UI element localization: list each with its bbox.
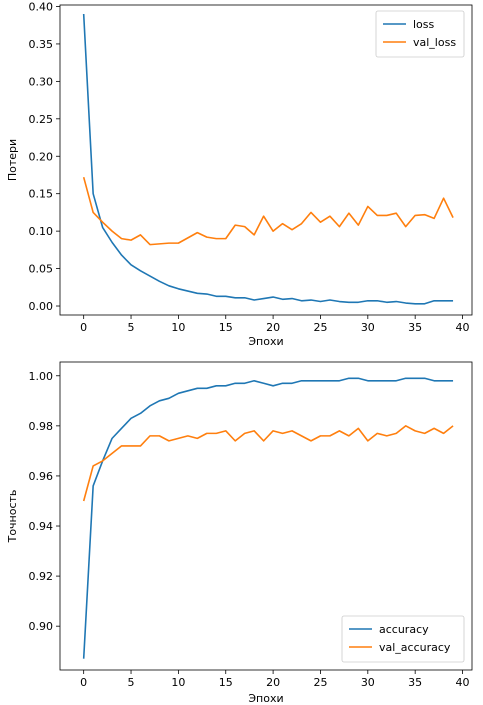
- y-tick-label: 0.00: [29, 300, 54, 313]
- y-tick-label: 0.92: [29, 570, 54, 583]
- x-tick-label: 15: [219, 321, 233, 334]
- y-tick-label: 0.05: [29, 263, 54, 276]
- y-axis-label: Точность: [6, 490, 19, 544]
- series-line-val_loss: [82, 177, 454, 246]
- legend-box: [341, 615, 465, 663]
- x-tick-label: 30: [361, 321, 375, 334]
- x-tick-label: 0: [80, 676, 87, 689]
- y-tick-label: 0.30: [29, 75, 54, 88]
- legend-label: loss: [413, 18, 435, 31]
- y-tick-label: 0.98: [29, 420, 54, 433]
- series-line-val_accuracy: [82, 425, 454, 502]
- x-tick-label: 5: [128, 321, 135, 334]
- x-tick-label: 40: [456, 321, 470, 334]
- y-axis-label: Потери: [6, 139, 19, 181]
- legend-label: val_loss: [413, 36, 456, 49]
- x-tick-label: 40: [456, 676, 470, 689]
- legend-label: accuracy: [379, 623, 429, 636]
- x-tick-label: 10: [171, 321, 185, 334]
- y-tick-label: 0.90: [29, 620, 54, 633]
- legend: accuracy val_accuracy: [341, 615, 465, 663]
- y-tick-label: 0.96: [29, 470, 54, 483]
- series-line-loss: [82, 13, 454, 305]
- legend: loss val_loss: [375, 10, 465, 58]
- y-tick-label: 0.10: [29, 225, 54, 238]
- plot-frame: [59, 4, 473, 316]
- series-line-accuracy: [82, 377, 454, 659]
- y-tick-label: 0.25: [29, 113, 54, 126]
- x-tick-label: 15: [219, 676, 233, 689]
- chart-2: 0 5 10 15 20 25 30 35 40 0.90 0.92 0.94 0.96 0.98 1.00…: [6, 361, 473, 705]
- x-tick-label: 25: [313, 676, 327, 689]
- x-tick-label: 10: [171, 676, 185, 689]
- y-tick-label: 0.15: [29, 188, 54, 201]
- x-tick-label: 20: [266, 321, 280, 334]
- y-tick-label: 0.35: [29, 38, 54, 51]
- y-tick-label: 0.20: [29, 150, 54, 163]
- chart-1: 0 5 10 15 20 25 30 35 40 0.00 0.05 0.10 0.15 0.20 0.25…: [6, 0, 473, 348]
- legend-label: val_accuracy: [379, 641, 451, 654]
- x-tick-label: 35: [408, 676, 422, 689]
- x-axis-label: Эпохи: [248, 692, 283, 705]
- x-tick-label: 25: [313, 321, 327, 334]
- y-tick-label: 0.94: [29, 520, 54, 533]
- x-tick-label: 35: [408, 321, 422, 334]
- x-tick-label: 20: [266, 676, 280, 689]
- x-tick-label: 5: [128, 676, 135, 689]
- y-tick-label: 1.00: [29, 370, 54, 383]
- x-tick-label: 0: [80, 321, 87, 334]
- legend-box: [375, 10, 465, 58]
- x-tick-label: 30: [361, 676, 375, 689]
- x-axis-label: Эпохи: [248, 335, 283, 348]
- y-tick-label: 0.40: [29, 0, 54, 13]
- plot-frame: [59, 361, 473, 671]
